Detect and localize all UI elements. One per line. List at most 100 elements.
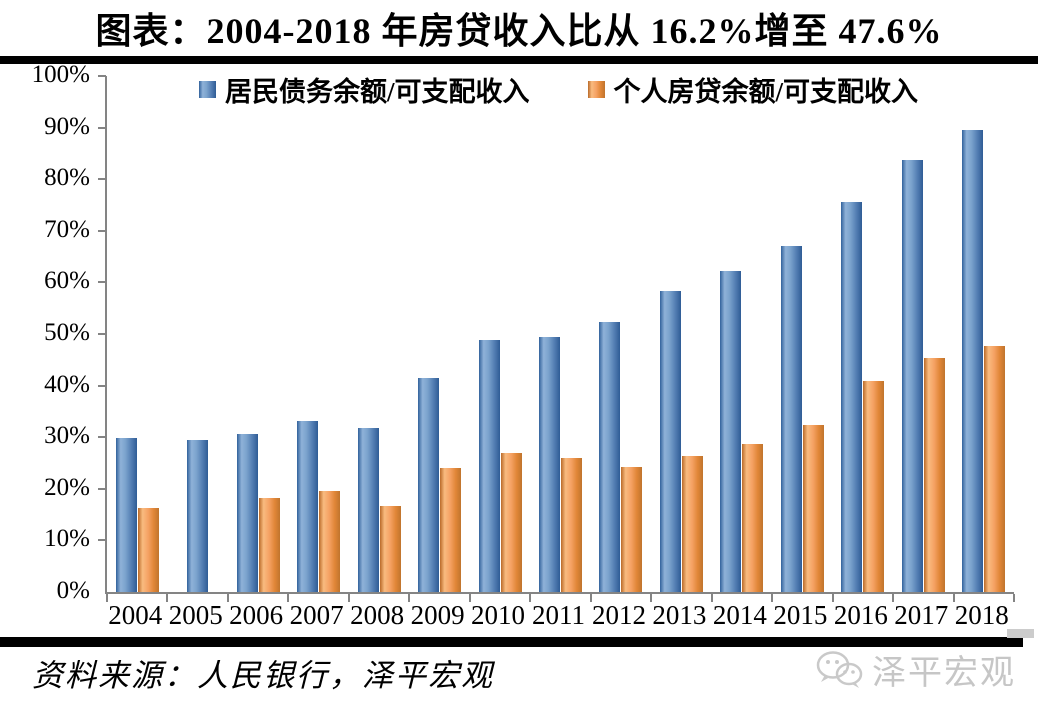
bar-group-2005: [167, 439, 227, 592]
y-axis-tick: [98, 436, 106, 439]
bar-group-2006: [228, 433, 288, 592]
watermark: 泽平宏观: [813, 645, 1016, 694]
x-axis-tick: [952, 594, 955, 602]
y-axis-labels: 100% 90% 80% 70% 60% 50% 40% 30% 20% 10% 0%: [0, 61, 90, 604]
y-axis-tick: [98, 487, 106, 490]
x-axis-tick: [408, 594, 411, 602]
x-axis-tick: [771, 594, 774, 602]
x-axis-tick: [226, 594, 229, 602]
x-tick-label: 2017: [894, 600, 949, 630]
bar-series0-2008: [357, 428, 379, 592]
bar-group-2009: [409, 377, 469, 592]
x-tick-label: 2010: [471, 600, 526, 630]
bar-group-2018: [954, 130, 1014, 592]
x-axis-tick: [529, 594, 532, 602]
x-tick-label: 2011: [532, 600, 585, 630]
legend-swatch-blue: [198, 81, 216, 98]
bar-series0-2011: [538, 337, 560, 592]
bar-series1-2017: [923, 357, 945, 592]
bar-series0-2015: [780, 246, 802, 592]
bar-group-2017: [893, 160, 953, 592]
y-axis-tick: [98, 126, 106, 129]
bottom-divider: [0, 637, 1023, 647]
x-axis-tick: [347, 594, 350, 602]
x-axis-tick: [468, 594, 471, 602]
x-tick-label: 2018: [954, 600, 1009, 630]
bar-series1-2014: [742, 444, 764, 592]
x-tick-label: 2012: [591, 600, 646, 630]
x-axis-tick: [892, 594, 895, 602]
x-tick-label: 2014: [712, 600, 767, 630]
y-tick-label: 100%: [31, 60, 90, 88]
bar-series1-2012: [621, 466, 643, 592]
x-tick-label: 2005: [168, 600, 223, 630]
bar-group-2004: [107, 437, 167, 592]
x-axis-tick: [1013, 594, 1015, 602]
y-tick-label: 50%: [44, 318, 90, 346]
x-tick-label: 2006: [229, 600, 284, 630]
bar-series1-2008: [379, 506, 401, 592]
x-tick-label: 2015: [773, 600, 828, 630]
bar-series1-2018: [984, 346, 1006, 592]
x-axis-tick: [589, 594, 592, 602]
y-axis-tick: [98, 178, 106, 181]
legend-label: 居民债务余额/可支配收入: [224, 77, 530, 107]
bar-series1-2004: [137, 508, 159, 592]
chart-title: 图表：2004-2018 年房贷收入比从 16.2%增至 47.6%: [95, 11, 943, 51]
bar-series1-2010: [500, 452, 522, 592]
top-divider: [0, 56, 1038, 64]
bar-series1-2016: [863, 380, 885, 592]
x-tick-label: 2008: [350, 600, 405, 630]
source-note: 资料来源：人民银行，泽平宏观: [32, 658, 494, 693]
bar-group-2008: [349, 428, 409, 592]
legend-item-mortgage: 个人房贷余额/可支配收入: [587, 70, 918, 109]
x-axis-tick: [831, 594, 834, 602]
y-axis-tick: [98, 539, 106, 542]
bar-series0-2018: [962, 130, 984, 592]
x-axis-tick: [106, 594, 108, 602]
bar-series0-2006: [236, 433, 258, 592]
x-tick-label: 2013: [652, 600, 707, 630]
bar-series0-2014: [720, 271, 742, 592]
bar-series1-2006: [258, 498, 280, 592]
y-axis-tick: [98, 281, 106, 284]
wechat-logo-icon: [816, 650, 863, 688]
bar-series0-2016: [841, 201, 863, 592]
x-axis-tick: [287, 594, 290, 602]
bar-series0-2009: [418, 377, 440, 592]
bar-series0-2007: [297, 420, 319, 592]
legend-swatch-orange: [587, 81, 605, 98]
x-tick-label: 2004: [108, 600, 163, 630]
y-axis-tick: [98, 229, 106, 232]
y-axis-tick: [98, 384, 106, 387]
x-axis-tick: [166, 594, 169, 602]
bar-series1-2007: [319, 490, 341, 592]
bar-series0-2004: [115, 437, 137, 592]
y-tick-label: 70%: [44, 215, 90, 243]
bar-group-2010: [470, 339, 530, 592]
bar-series0-2010: [478, 339, 500, 592]
legend-item-household-debt: 居民债务余额/可支配收入: [198, 70, 530, 109]
corner-block: [1007, 629, 1034, 638]
bar-series1-2011: [560, 457, 582, 592]
y-tick-label: 20%: [44, 473, 90, 501]
bar-series1-2009: [440, 467, 462, 592]
x-axis-tick: [650, 594, 653, 602]
x-tick-label: 2009: [410, 600, 465, 630]
bar-series1-2015: [802, 425, 824, 592]
y-tick-label: 80%: [44, 164, 90, 192]
bar-group-2011: [530, 337, 590, 592]
y-tick-label: 60%: [44, 267, 90, 295]
bar-group-2016: [833, 201, 893, 592]
y-tick-label: 90%: [44, 112, 90, 140]
bar-group-2014: [712, 271, 772, 592]
y-tick-label: 30%: [44, 422, 90, 450]
plot-area: [98, 75, 1015, 602]
bar-group-2012: [591, 322, 651, 592]
bar-group-2007: [288, 420, 348, 592]
bar-group-2015: [772, 246, 832, 592]
x-tick-label: 2007: [289, 600, 344, 630]
y-tick-label: 40%: [44, 370, 90, 398]
bar-series0-2012: [599, 322, 621, 592]
y-axis-tick: [98, 333, 106, 335]
